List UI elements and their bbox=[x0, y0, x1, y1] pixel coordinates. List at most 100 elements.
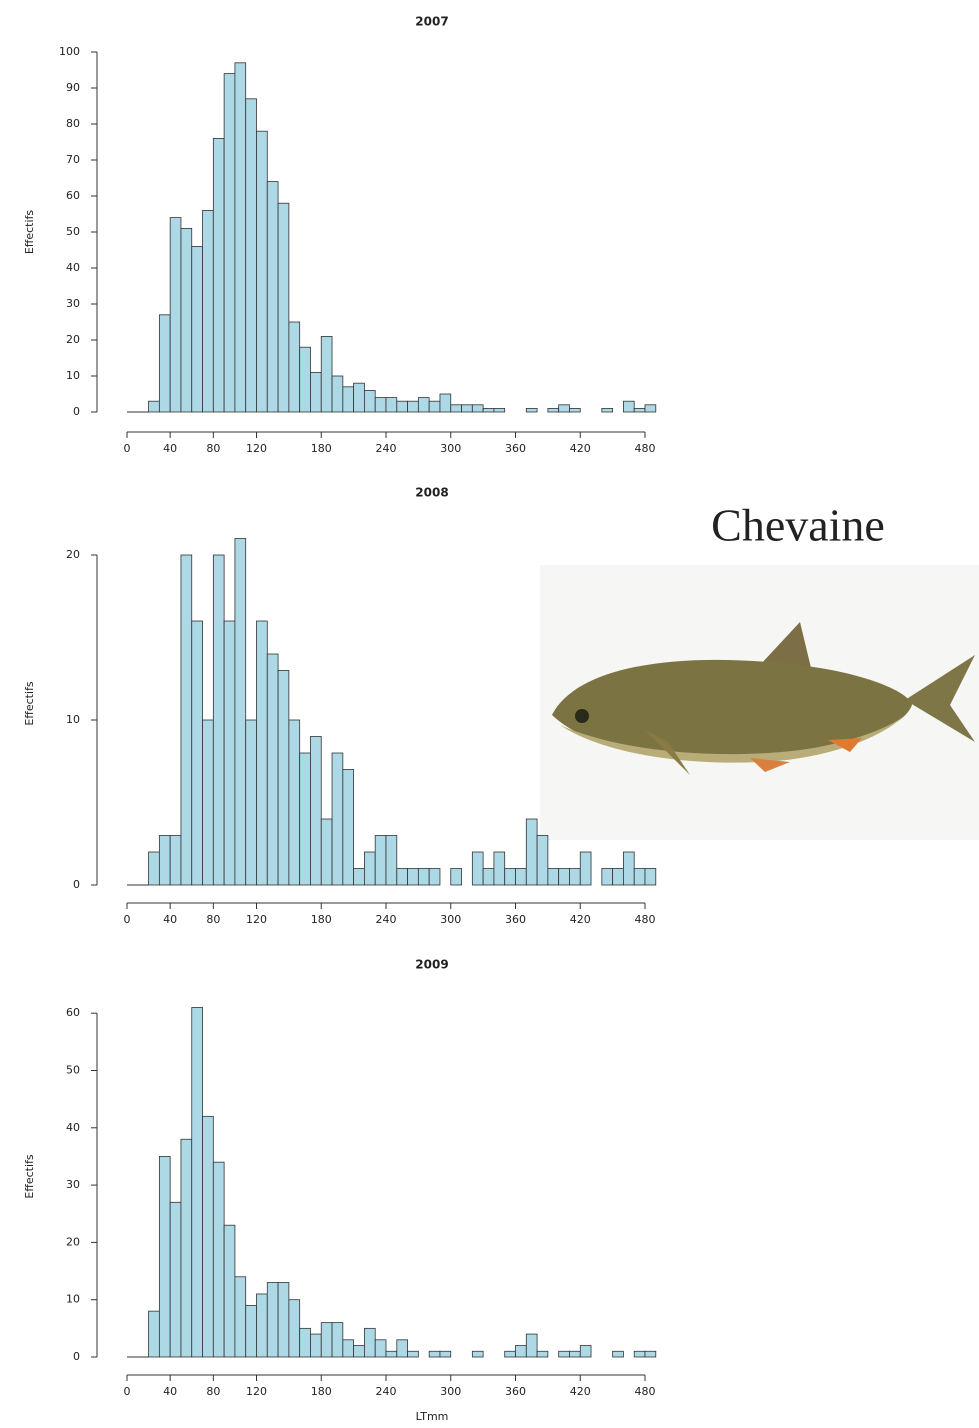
bar bbox=[439, 1350, 452, 1358]
x-tick-label: 300 bbox=[440, 913, 461, 926]
bar bbox=[234, 1276, 247, 1358]
x-tick-label: 240 bbox=[376, 442, 397, 455]
x-tick-label: 300 bbox=[440, 1385, 461, 1398]
y-tick-label: 60 bbox=[66, 1006, 80, 1019]
bar bbox=[148, 400, 160, 413]
bar bbox=[299, 346, 311, 413]
bar bbox=[191, 245, 203, 413]
bar bbox=[547, 407, 560, 413]
bar bbox=[256, 1293, 268, 1358]
bar bbox=[569, 407, 581, 413]
bar bbox=[245, 1305, 257, 1358]
y-tick-label: 30 bbox=[66, 1178, 80, 1191]
bar bbox=[245, 98, 257, 413]
y-tick-label: 70 bbox=[66, 153, 80, 166]
bar bbox=[320, 818, 333, 886]
x-tick-label: 240 bbox=[376, 913, 397, 926]
bar bbox=[536, 835, 549, 886]
x-tick-label: 0 bbox=[124, 1385, 131, 1398]
x-tick-label: 0 bbox=[124, 913, 131, 926]
bar bbox=[525, 407, 538, 413]
y-tick-label: 30 bbox=[66, 297, 80, 310]
bar bbox=[482, 868, 495, 886]
x-tick-label: 480 bbox=[635, 1385, 656, 1398]
x-tick-label: 180 bbox=[311, 1385, 332, 1398]
bar bbox=[579, 851, 592, 886]
bar bbox=[342, 386, 355, 413]
x-tick-label: 40 bbox=[163, 913, 177, 926]
y-axis-label: Effectifs bbox=[23, 681, 36, 726]
bar bbox=[158, 1156, 171, 1358]
chart-title: 2007 bbox=[415, 15, 448, 29]
fish-image bbox=[540, 565, 979, 840]
bar bbox=[331, 375, 344, 413]
bar bbox=[180, 227, 193, 413]
x-tick-label: 40 bbox=[163, 1385, 177, 1398]
bar bbox=[558, 1350, 570, 1358]
bar bbox=[644, 1350, 657, 1358]
bar bbox=[288, 719, 301, 886]
y-tick-label: 50 bbox=[66, 225, 80, 238]
y-tick-label: 20 bbox=[66, 548, 80, 561]
x-tick-label: 180 bbox=[311, 913, 332, 926]
bar bbox=[374, 1339, 387, 1358]
x-tick-label: 240 bbox=[376, 1385, 397, 1398]
chart-title: 2008 bbox=[415, 486, 448, 500]
x-tick-label: 180 bbox=[311, 442, 332, 455]
bar bbox=[288, 1299, 301, 1358]
bar bbox=[320, 335, 333, 413]
bar bbox=[212, 1161, 225, 1358]
fish-belly bbox=[560, 715, 905, 763]
fish-body bbox=[552, 659, 912, 757]
bar bbox=[396, 400, 408, 413]
bar bbox=[299, 752, 311, 886]
bar bbox=[169, 835, 182, 886]
bar bbox=[299, 1327, 311, 1358]
bar bbox=[374, 397, 387, 413]
bar bbox=[493, 407, 506, 413]
chart-title: 2009 bbox=[415, 958, 448, 972]
bar bbox=[245, 719, 257, 886]
bar bbox=[407, 1350, 419, 1358]
bar bbox=[331, 1322, 344, 1358]
y-tick-label: 40 bbox=[66, 1121, 80, 1134]
bar bbox=[536, 1350, 549, 1358]
bar bbox=[223, 1224, 236, 1358]
bar bbox=[644, 404, 657, 413]
bar bbox=[569, 868, 581, 886]
y-tick-label: 10 bbox=[66, 1293, 80, 1306]
bar bbox=[450, 404, 462, 413]
x-tick-label: 80 bbox=[206, 913, 220, 926]
bar bbox=[417, 397, 430, 413]
bar bbox=[471, 404, 484, 413]
bar bbox=[374, 835, 387, 886]
bar bbox=[191, 1007, 203, 1358]
bar bbox=[633, 868, 646, 886]
bar bbox=[277, 670, 290, 886]
bar bbox=[353, 868, 365, 886]
bar bbox=[439, 393, 452, 413]
bar bbox=[612, 1350, 624, 1358]
bar bbox=[364, 851, 376, 886]
bar bbox=[191, 620, 203, 886]
bar bbox=[310, 371, 322, 413]
bar bbox=[266, 1282, 279, 1358]
bar bbox=[525, 818, 538, 886]
bar bbox=[558, 404, 570, 413]
bar bbox=[342, 1339, 355, 1358]
bar bbox=[234, 62, 247, 413]
x-tick-label: 80 bbox=[206, 1385, 220, 1398]
pectoral-fin bbox=[645, 730, 690, 775]
x-tick-label: 40 bbox=[163, 442, 177, 455]
bar bbox=[353, 382, 365, 413]
x-tick-label: 360 bbox=[505, 442, 526, 455]
bar bbox=[256, 620, 268, 886]
bar bbox=[558, 868, 570, 886]
x-tick-label: 120 bbox=[246, 1385, 267, 1398]
tail-fin bbox=[905, 655, 975, 742]
bar bbox=[623, 400, 635, 413]
bar bbox=[612, 868, 624, 886]
bar bbox=[515, 1345, 527, 1358]
bar bbox=[148, 851, 160, 886]
y-tick-label: 50 bbox=[66, 1063, 80, 1076]
